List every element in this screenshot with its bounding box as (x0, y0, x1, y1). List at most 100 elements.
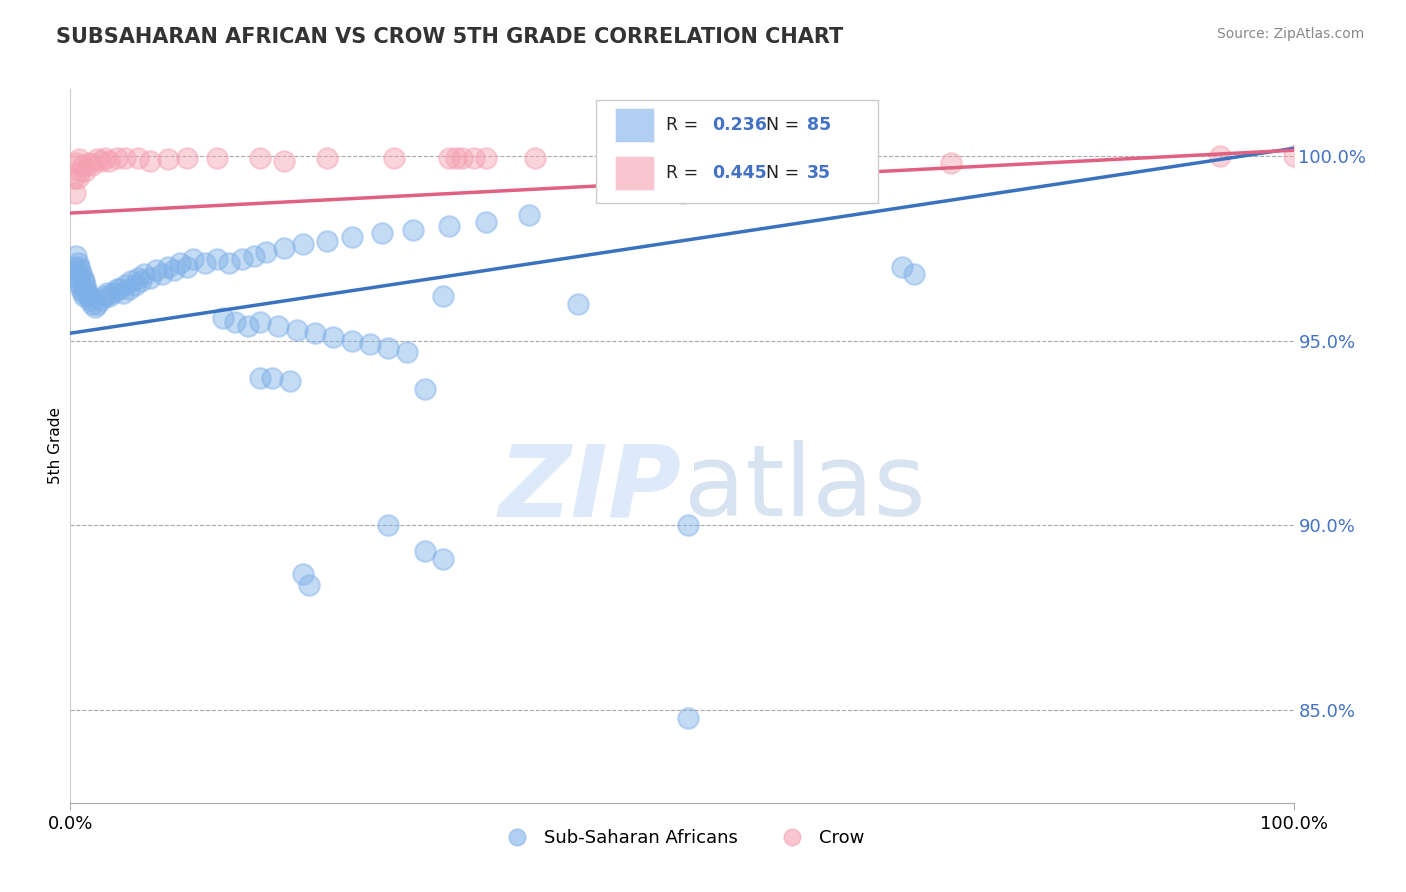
Text: R =: R = (666, 116, 704, 134)
Point (377, 518, 399, 533)
Point (66, 256, 89, 270)
Point (903, 267, 925, 281)
FancyBboxPatch shape (596, 100, 877, 203)
Point (66, 270, 89, 285)
Point (93, 151, 115, 165)
Point (70, 282, 93, 296)
Point (83, 301, 105, 315)
Point (73, 278, 96, 293)
Point (205, 151, 228, 165)
Legend: Sub-Saharan Africans, Crow: Sub-Saharan Africans, Crow (492, 822, 872, 855)
Point (82, 158, 104, 172)
Point (90, 293, 112, 307)
Point (129, 275, 152, 289)
Point (475, 215, 498, 229)
Point (63, 260, 86, 274)
Point (262, 370, 284, 384)
Point (63, 186, 86, 200)
Point (124, 278, 146, 293)
Y-axis label: 5th Grade: 5th Grade (48, 408, 63, 484)
Point (384, 151, 406, 165)
Text: Source: ZipAtlas.com: Source: ZipAtlas.com (1216, 27, 1364, 41)
Point (439, 219, 461, 233)
Point (176, 151, 198, 165)
Point (157, 153, 180, 167)
Point (291, 566, 314, 581)
Point (69, 263, 91, 277)
Point (671, 186, 693, 200)
Point (65, 263, 87, 277)
Point (70, 267, 93, 281)
Point (450, 151, 472, 165)
Point (432, 551, 454, 566)
Point (176, 260, 198, 274)
Point (249, 315, 271, 329)
Point (316, 151, 339, 165)
Point (280, 374, 302, 388)
Point (249, 370, 271, 384)
Point (75, 282, 97, 296)
Text: SUBSAHARAN AFRICAN VS CROW 5TH GRADE CORRELATION CHART: SUBSAHARAN AFRICAN VS CROW 5TH GRADE COR… (56, 27, 844, 46)
Point (524, 151, 547, 165)
Point (101, 285, 124, 300)
Point (72, 270, 94, 285)
Point (90, 154, 112, 169)
Point (72, 285, 94, 300)
Point (231, 252, 253, 267)
Text: N =: N = (766, 116, 806, 134)
Point (111, 285, 134, 300)
Point (267, 318, 290, 333)
Point (77, 289, 100, 303)
Point (298, 577, 321, 591)
Point (132, 267, 155, 281)
Point (243, 249, 266, 263)
Point (139, 270, 162, 285)
Point (273, 154, 295, 169)
Point (517, 208, 540, 222)
Point (224, 315, 246, 329)
Point (114, 151, 136, 165)
Point (67, 153, 90, 167)
Point (96, 285, 118, 300)
Point (304, 326, 326, 341)
Text: R =: R = (666, 164, 704, 182)
Point (67, 260, 90, 274)
Text: N =: N = (766, 164, 806, 182)
Point (291, 237, 314, 252)
Point (463, 151, 485, 165)
Point (169, 256, 191, 270)
Point (73, 289, 96, 303)
Point (340, 334, 363, 348)
Point (475, 151, 498, 165)
Point (939, 156, 962, 170)
Point (1209, 149, 1232, 163)
Text: 35: 35 (807, 164, 831, 182)
Point (139, 154, 162, 169)
FancyBboxPatch shape (614, 108, 654, 142)
Point (69, 278, 91, 293)
Point (285, 322, 308, 336)
Point (676, 711, 699, 725)
Point (439, 151, 461, 165)
Point (65, 156, 87, 170)
Point (413, 382, 436, 396)
Text: atlas: atlas (685, 441, 927, 537)
Point (371, 227, 394, 241)
Point (163, 263, 186, 277)
Point (567, 296, 589, 310)
Text: 0.445: 0.445 (713, 164, 768, 182)
Text: 85: 85 (807, 116, 831, 134)
Point (77, 156, 100, 170)
FancyBboxPatch shape (614, 156, 654, 190)
Point (218, 256, 240, 270)
Point (444, 151, 467, 165)
Point (73, 163, 96, 178)
Point (249, 151, 271, 165)
Point (402, 223, 425, 237)
Point (676, 518, 699, 533)
Point (79, 293, 101, 307)
Point (63, 267, 86, 281)
Point (273, 241, 295, 255)
Point (82, 296, 104, 310)
Point (76, 285, 98, 300)
